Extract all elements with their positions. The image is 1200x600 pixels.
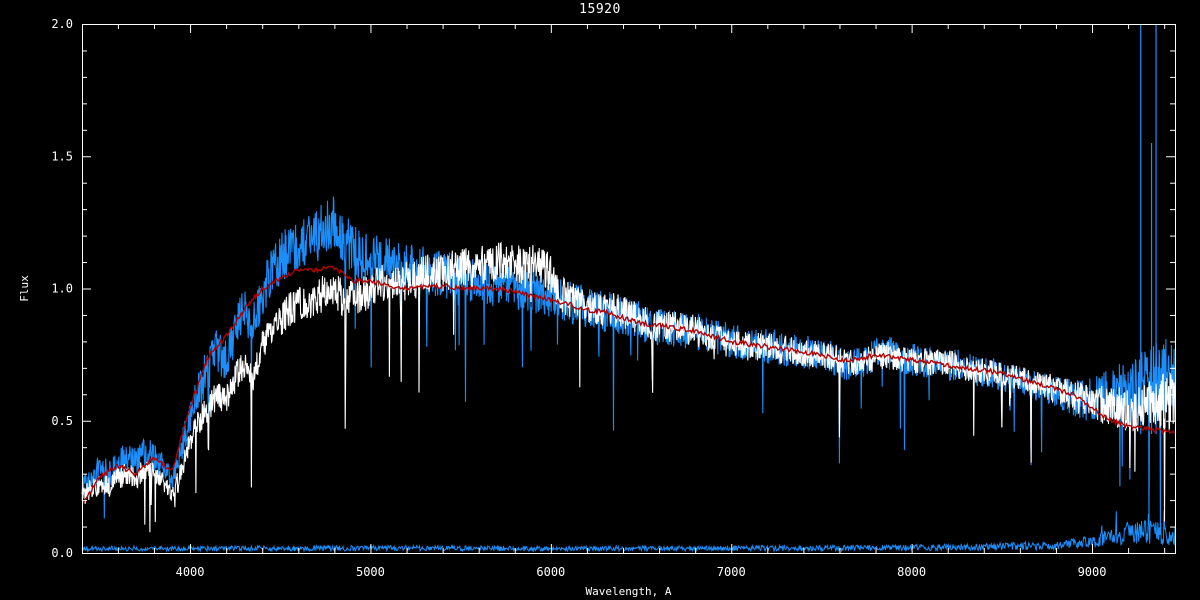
y-tick-label: 0.0 [51,546,73,560]
x-tick-label: 6000 [536,565,565,579]
x-tick-label: 9000 [1078,565,1107,579]
x-axis-ticks [117,24,1166,553]
continuum-fit-trace [81,265,1176,507]
x-tick-label: 4000 [176,565,205,579]
x-axis-label: Wavelength, A [585,585,671,598]
x-tick-label: 8000 [897,565,926,579]
page-title: 15920 [579,2,621,17]
y-axis-ticks [82,24,1175,554]
x-tick-label: 7000 [717,565,746,579]
error-spectrum-trace [81,510,1176,553]
plot-background [82,24,1175,553]
y-tick-label: 1.0 [51,282,73,296]
y-tick-label: 2.0 [51,17,73,31]
x-tick-label: 5000 [356,565,385,579]
x-axis-tick-labels: 4000 5000 6000 7000 8000 9000 [176,565,1107,579]
y-axis-tick-labels: 0.0 0.5 1.0 1.5 2.0 [51,17,73,560]
y-tick-label: 1.5 [51,149,73,163]
y-axis-label: Flux [18,275,31,302]
y-tick-label: 0.5 [51,414,73,428]
model-spectrum-trace [81,24,1176,529]
